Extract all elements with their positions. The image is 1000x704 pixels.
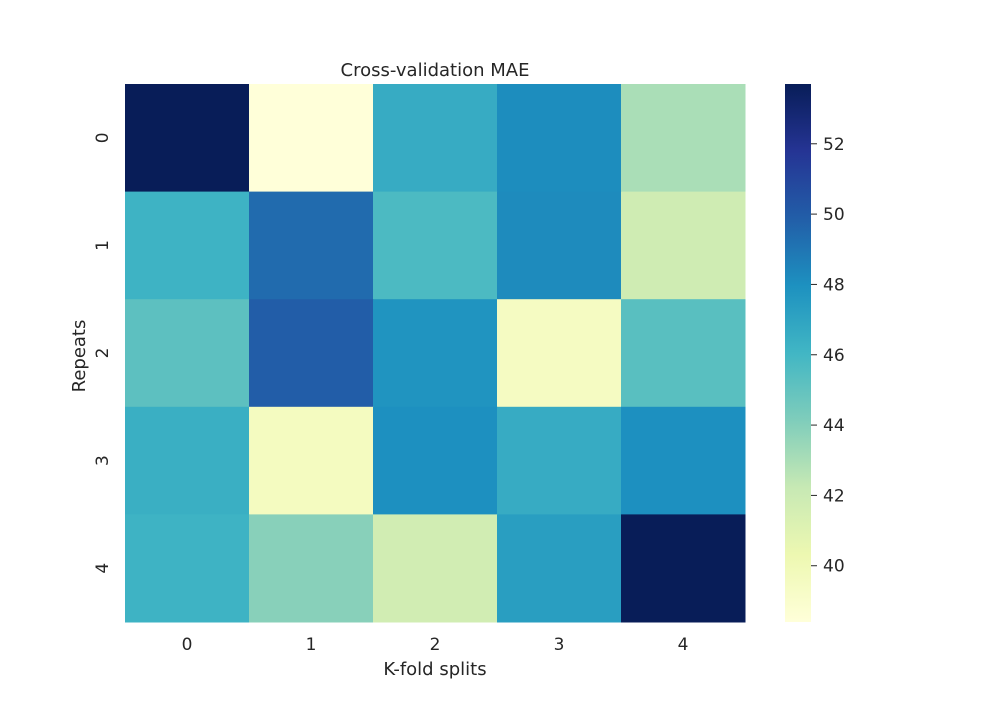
heatmap-cell-r1-c3 — [497, 191, 622, 300]
x-tick-label: 4 — [678, 635, 689, 655]
heatmap-cell-r3-c4 — [621, 406, 746, 515]
heatmap-cell-r4-c2 — [373, 514, 498, 623]
y-tick-label: 1 — [93, 240, 113, 251]
colorbar-tick-label: 52 — [823, 135, 845, 155]
heatmap-cell-r0-c2 — [373, 84, 498, 193]
heatmap-cell-r4-c3 — [497, 514, 622, 623]
colorbar-tick-label: 46 — [823, 346, 845, 366]
y-tick-label: 4 — [93, 563, 113, 574]
heatmap-cell-r3-c0 — [125, 406, 250, 515]
chart-title: Cross-validation MAE — [341, 60, 530, 81]
colorbar-tick-label: 48 — [823, 275, 845, 295]
y-tick-label: 0 — [93, 132, 113, 143]
heatmap-cell-r1-c0 — [125, 191, 250, 300]
y-axis-label: Repeats — [69, 320, 90, 393]
heatmap-cells — [125, 84, 746, 623]
heatmap-cell-r4-c0 — [125, 514, 250, 623]
x-axis-label: K-fold splits — [383, 659, 486, 680]
colorbar-tick-label: 50 — [823, 205, 845, 225]
heatmap-cell-r3-c2 — [373, 406, 498, 515]
x-tick-label: 3 — [554, 635, 565, 655]
heatmap-cell-r4-c4 — [621, 514, 746, 623]
heatmap-cell-r3-c1 — [249, 406, 374, 515]
heatmap-cell-r2-c2 — [373, 299, 498, 408]
colorbar-tick-label: 40 — [823, 557, 845, 577]
heatmap-cell-r4-c1 — [249, 514, 374, 623]
heatmap-cell-r1-c4 — [621, 191, 746, 300]
colorbar: 40 42 44 46 48 50 52 — [785, 84, 845, 622]
heatmap-cell-r0-c0 — [125, 84, 250, 193]
heatmap-cell-r0-c3 — [497, 84, 622, 193]
x-axis-ticks: 0 1 2 3 4 — [182, 635, 689, 655]
heatmap-cell-r1-c1 — [249, 191, 374, 300]
y-tick-label: 3 — [93, 455, 113, 466]
heatmap-cell-r2-c3 — [497, 299, 622, 408]
colorbar-tick-label: 42 — [823, 486, 845, 506]
y-axis-ticks: 0 1 2 3 4 — [93, 132, 113, 573]
heatmap-cell-r1-c2 — [373, 191, 498, 300]
heatmap-cell-r0-c1 — [249, 84, 374, 193]
y-tick-label: 2 — [93, 348, 113, 359]
heatmap-cell-r0-c4 — [621, 84, 746, 193]
heatmap-cell-r2-c0 — [125, 299, 250, 408]
x-tick-label: 2 — [430, 635, 441, 655]
heatmap-cell-r2-c1 — [249, 299, 374, 408]
colorbar-gradient — [785, 84, 811, 622]
x-tick-label: 0 — [182, 635, 193, 655]
x-tick-label: 1 — [306, 635, 317, 655]
colorbar-ticks: 40 42 44 46 48 50 52 — [811, 135, 845, 577]
heatmap-cell-r2-c4 — [621, 299, 746, 408]
heatmap-cell-r3-c3 — [497, 406, 622, 515]
colorbar-tick-label: 44 — [823, 416, 845, 436]
